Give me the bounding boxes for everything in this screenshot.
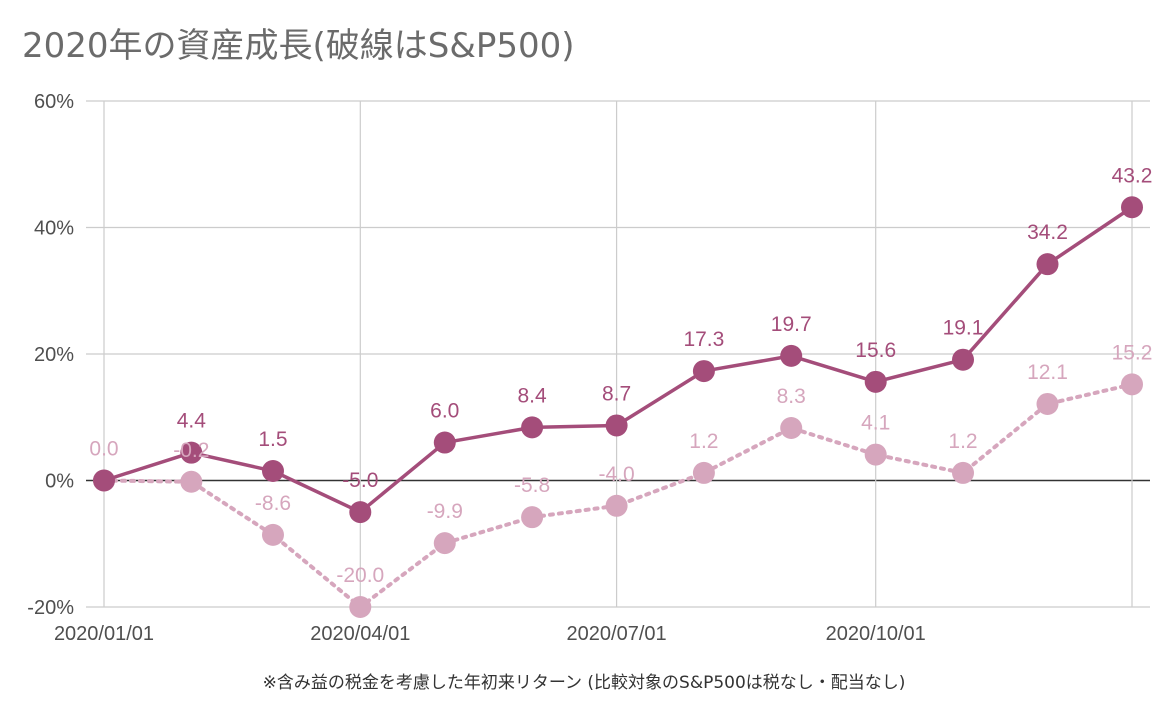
series-layer [93, 196, 1143, 618]
portfolio-point [93, 469, 115, 492]
sp500-point [433, 532, 456, 555]
portfolio-data-label: 8.4 [517, 384, 547, 407]
y-tick-label: -20% [27, 597, 74, 619]
sp500-point [1121, 373, 1143, 396]
sp500-point [349, 596, 372, 618]
sp500-data-label: 12.1 [1027, 361, 1068, 384]
sp500-point [521, 506, 544, 529]
x-tick-label: 2020/10/01 [826, 623, 926, 645]
portfolio-point [521, 416, 544, 439]
portfolio-point [780, 344, 803, 367]
portfolio-data-label: 15.6 [855, 339, 896, 362]
sp500-data-label: 0.0 [89, 438, 118, 461]
sp500-data-label: -9.9 [427, 500, 463, 523]
y-tick-label: 60% [34, 91, 74, 113]
sp500-point [780, 417, 803, 440]
portfolio-data-label: 1.5 [258, 428, 287, 451]
portfolio-point [433, 431, 456, 454]
portfolio-point [180, 441, 203, 464]
portfolio-data-label: 43.2 [1112, 164, 1153, 187]
y-tick-label: 20% [34, 344, 74, 366]
sp500-data-label: -20.0 [336, 564, 384, 587]
portfolio-data-label: -5.0 [342, 469, 378, 492]
axis-layer: -20% 0% 20% 40% 60% 2020/01/01 2020/04/01 2020/… [27, 91, 925, 645]
sp500-data-label: -8.6 [255, 492, 291, 515]
x-tick-label: 2020/01/01 [54, 623, 154, 645]
grid-layer [86, 100, 1150, 608]
portfolio-point [605, 414, 628, 437]
sp500-data-label: 4.1 [861, 412, 890, 435]
sp500-data-label: -4.0 [598, 463, 634, 486]
portfolio-data-label: 34.2 [1027, 221, 1068, 244]
footnote: ※含み益の税金を考慮した年初来リターン (比較対象のS&P500は税なし・配当な… [262, 673, 906, 693]
x-tick-label: 2020/07/01 [567, 623, 667, 645]
sp500-point [952, 461, 975, 484]
portfolio-data-label: 8.7 [602, 382, 631, 405]
sp500-data-label: 8.3 [777, 385, 806, 408]
sp500-point [605, 494, 628, 517]
portfolio-data-label: 19.7 [771, 313, 812, 336]
sp500-data-label: 1.2 [689, 430, 718, 453]
sp500-point [692, 461, 715, 484]
sp500-data-label: -0.2 [173, 439, 209, 462]
chart-title: 2020年の資産成長(破線はS&P500) [22, 26, 575, 66]
portfolio-data-label: 17.3 [683, 328, 724, 351]
portfolio-point [261, 460, 284, 483]
x-tick-label: 2020/04/01 [310, 623, 410, 645]
portfolio-data-label: 6.0 [430, 400, 459, 423]
portfolio-point [692, 360, 715, 383]
portfolio-point [349, 501, 372, 524]
sp500-point [180, 470, 203, 493]
sp500-point [1036, 392, 1059, 415]
sp500-data-label: 15.2 [1112, 341, 1153, 364]
sp500-point [261, 523, 284, 546]
portfolio-data-label: 19.1 [943, 317, 984, 340]
portfolio-data-label: 4.4 [177, 410, 207, 433]
portfolio-point [1121, 196, 1143, 219]
portfolio-point [864, 370, 887, 393]
y-tick-label: 0% [45, 471, 74, 493]
label-layer: 4.4 1.5 -5.0 6.0 8.4 8.7 17.3 19.7 15.6 19.1 34.2 4… [89, 164, 1152, 587]
sp500-data-label: 1.2 [948, 430, 977, 453]
portfolio-point [952, 348, 975, 371]
sp500-point [864, 443, 887, 466]
portfolio-point [1036, 253, 1059, 276]
sp500-data-label: -5.8 [514, 474, 550, 497]
y-tick-label: 40% [34, 218, 74, 240]
